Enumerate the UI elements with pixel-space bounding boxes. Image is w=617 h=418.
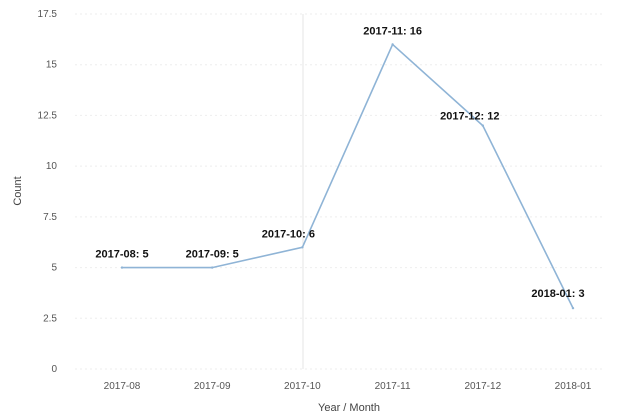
x-tick-label: 2017-08: [104, 381, 141, 392]
data-label: 2017-10: 6: [262, 228, 315, 240]
y-tick-label: 5: [51, 263, 57, 274]
data-labels: 2017-08: 5 2017-09: 5 2017-10: 6 2017-11: 1…: [95, 25, 584, 300]
y-tick-label: 12.5: [38, 110, 58, 121]
data-point: [481, 124, 484, 127]
y-axis-ticks: 0 2.5 5 7.5 10 12.5 15 17.5: [38, 9, 58, 375]
data-point: [211, 266, 214, 269]
data-label: 2017-08: 5: [95, 249, 148, 261]
data-point: [120, 266, 124, 269]
data-point: [571, 306, 575, 310]
data-label: 2018-01: 3: [531, 288, 584, 300]
x-tick-label: 2017-09: [194, 381, 231, 392]
y-tick-label: 17.5: [38, 9, 58, 20]
series-lines: [120, 43, 575, 310]
data-label: 2017-12: 12: [440, 111, 499, 123]
data-point: [301, 246, 304, 249]
y-tick-label: 0: [51, 364, 57, 375]
series-line: [122, 43, 574, 309]
x-tick-label: 2017-11: [375, 381, 411, 392]
data-point: [391, 43, 394, 46]
x-axis-title: Year / Month: [318, 402, 380, 414]
y-tick-label: 7.5: [43, 212, 57, 223]
x-tick-label: 2018-01: [555, 381, 592, 392]
grid: [75, 13, 605, 370]
x-tick-label: 2017-12: [464, 381, 501, 392]
y-tick-label: 2.5: [43, 313, 57, 324]
data-label: 2017-09: 5: [186, 249, 239, 261]
x-axis-ticks: 2017-08 2017-09 2017-10 2017-11 2017-12 2018-…: [104, 381, 592, 392]
x-tick-label: 2017-10: [284, 381, 321, 392]
y-tick-label: 10: [46, 161, 58, 172]
y-axis-title: Count: [12, 176, 24, 205]
y-tick-label: 15: [46, 60, 58, 71]
data-label: 2017-11: 16: [363, 25, 422, 37]
